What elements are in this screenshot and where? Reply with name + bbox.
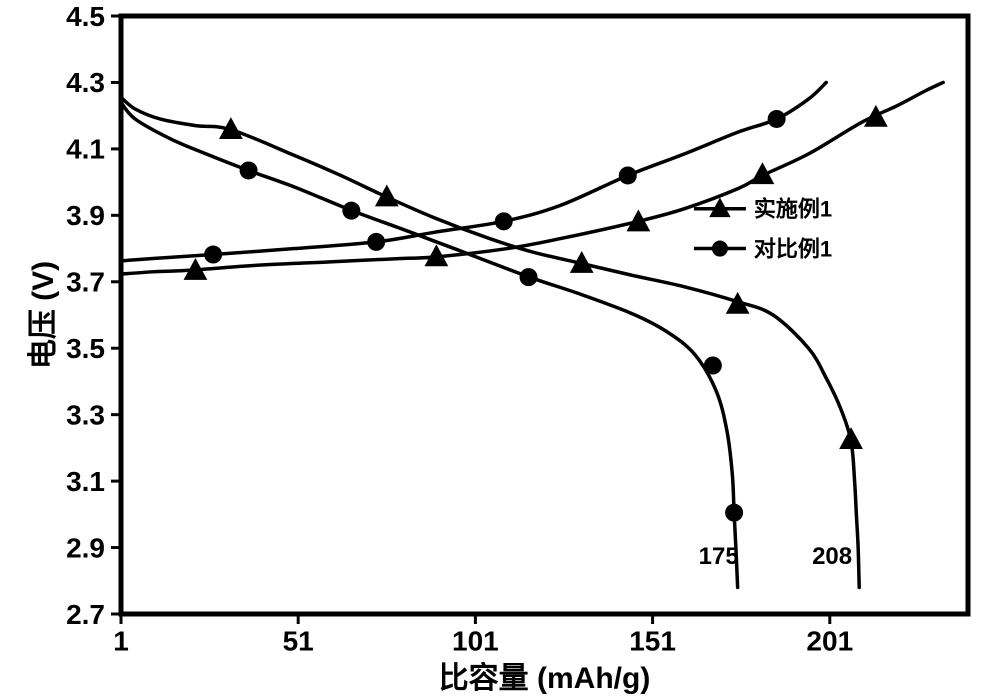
marker-circle	[495, 212, 513, 230]
plot-area	[121, 16, 968, 614]
x-tick-label: 201	[806, 626, 853, 657]
x-tick-label: 101	[452, 626, 499, 657]
y-tick-label: 3.9	[66, 200, 105, 231]
x-axis-label: 比容量 (mAh/g)	[439, 662, 651, 695]
annotation-label: 208	[812, 543, 852, 570]
marker-circle	[204, 246, 222, 264]
annotation-label: 175	[699, 543, 739, 570]
voltage-capacity-chart: 1511011512012.72.93.13.33.53.73.94.14.34…	[0, 0, 1000, 699]
x-tick-label: 1	[113, 626, 129, 657]
y-tick-label: 3.5	[66, 333, 105, 364]
y-tick-label: 3.7	[66, 267, 105, 298]
marker-circle	[712, 241, 728, 257]
x-tick-label: 51	[283, 626, 314, 657]
marker-circle	[704, 356, 722, 374]
marker-circle	[240, 161, 258, 179]
y-tick-label: 4.5	[66, 1, 105, 32]
x-tick-label: 151	[629, 626, 676, 657]
y-tick-label: 4.1	[66, 134, 105, 165]
marker-circle	[367, 233, 385, 251]
marker-circle	[520, 268, 538, 286]
legend-label: 实施例1	[754, 196, 832, 221]
marker-circle	[619, 166, 637, 184]
y-axis-label: 电压 (V)	[27, 261, 60, 369]
marker-circle	[725, 504, 743, 522]
y-tick-label: 3.1	[66, 466, 105, 497]
y-tick-label: 2.7	[66, 599, 105, 630]
legend-label: 对比例1	[754, 236, 832, 261]
marker-circle	[342, 202, 360, 220]
marker-circle	[768, 110, 786, 128]
y-tick-label: 4.3	[66, 67, 105, 98]
chart-container: 1511011512012.72.93.13.33.53.73.94.14.34…	[0, 0, 1000, 699]
y-tick-label: 2.9	[66, 532, 105, 563]
y-tick-label: 3.3	[66, 399, 105, 430]
